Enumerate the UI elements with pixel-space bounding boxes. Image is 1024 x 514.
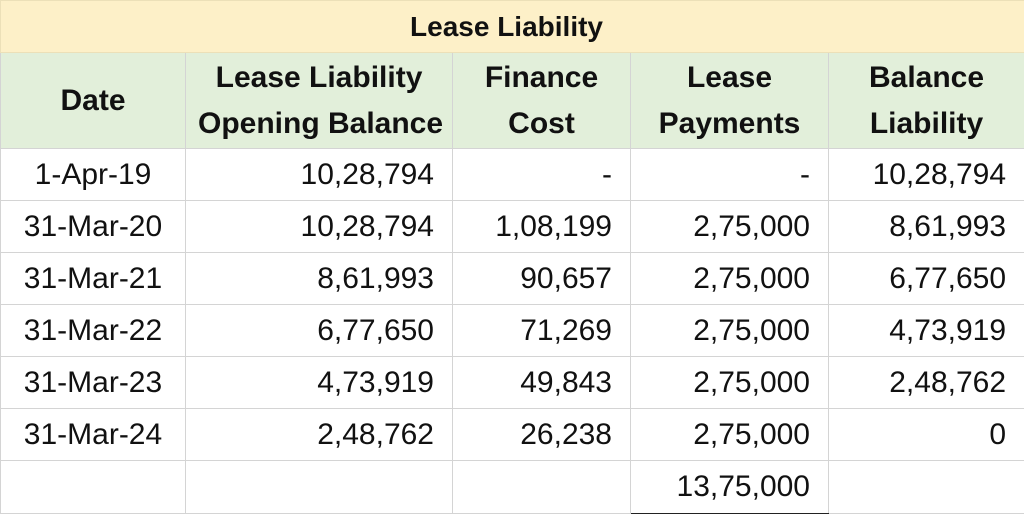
opening-balance-cell[interactable]: 6,77,650 (185, 304, 453, 357)
header-text: Liability (869, 106, 984, 140)
total-row: 13,75,000 (0, 460, 1024, 514)
lease-payments-cell[interactable]: 2,75,000 (630, 200, 829, 253)
header-row: Date Lease Liability Opening Balance Fina… (0, 52, 1024, 149)
opening-balance-cell[interactable]: 2,48,762 (185, 408, 453, 461)
header-text: Finance (484, 60, 599, 94)
opening-balance-cell[interactable]: 8,61,993 (185, 252, 453, 305)
balance-liability-cell[interactable]: 2,48,762 (827, 356, 1024, 409)
date-cell[interactable]: 31-Mar-23 (0, 356, 186, 409)
lease-payments-cell[interactable]: - (630, 148, 829, 201)
header-opening-balance[interactable]: Lease Liability Opening Balance (185, 52, 453, 149)
balance-liability-cell[interactable]: 10,28,794 (827, 148, 1024, 201)
table-title[interactable]: Lease Liability (0, 0, 1024, 53)
lease-payments-cell[interactable]: 2,75,000 (630, 252, 829, 305)
table-row: 31-Mar-20 10,28,794 1,08,199 2,75,000 8,61,9… (0, 200, 1024, 253)
finance-cost-cell[interactable]: 1,08,199 (452, 200, 631, 253)
header-text: Lease (686, 60, 773, 94)
header-text: Balance (868, 60, 985, 94)
date-cell[interactable]: 31-Mar-24 (0, 408, 186, 461)
table-row: 1-Apr-19 10,28,794- -10,28,794 (0, 148, 1024, 201)
title-row: Lease Liability (0, 0, 1024, 53)
table-row: 31-Mar-23 4,73,919 49,843 2,75,000 2,48,762 (0, 356, 1024, 409)
balance-liability-cell[interactable]: 4,73,919 (827, 304, 1024, 357)
lease-payments-cell[interactable]: 2,75,000 (630, 408, 829, 461)
empty-cell[interactable] (827, 460, 1024, 514)
finance-cost-cell[interactable]: 71,269 (452, 304, 631, 357)
finance-cost-cell[interactable]: 26,238 (452, 408, 631, 461)
opening-balance-cell[interactable]: 10,28,794 (185, 200, 453, 253)
table-row: 31-Mar-22 6,77,650 71,269 2,75,000 4,73,919 (0, 304, 1024, 357)
empty-cell[interactable] (452, 460, 631, 514)
lease-payments-cell[interactable]: 2,75,000 (630, 304, 829, 357)
header-date[interactable]: Date (0, 52, 186, 149)
empty-cell[interactable] (185, 460, 453, 514)
finance-cost-cell[interactable]: - (452, 148, 631, 201)
balance-liability-cell[interactable]: 8,61,993 (827, 200, 1024, 253)
header-text: Date (60, 83, 126, 117)
date-cell[interactable]: 1-Apr-19 (0, 148, 186, 201)
date-cell[interactable]: 31-Mar-20 (0, 200, 186, 253)
balance-liability-cell[interactable]: 0 (827, 408, 1024, 461)
table-row: 31-Mar-24 2,48,762 26,238 2,75,000 0 (0, 408, 1024, 461)
date-cell[interactable]: 31-Mar-22 (0, 304, 186, 357)
finance-cost-cell[interactable]: 90,657 (452, 252, 631, 305)
header-text: Opening Balance (198, 106, 444, 140)
header-text: Payments (658, 106, 801, 140)
header-text: Cost (508, 106, 575, 140)
table-row: 31-Mar-21 8,61,993 90,657 2,75,000 6,77,650 (0, 252, 1024, 305)
header-text: Lease Liability (215, 60, 423, 94)
lease-payments-cell[interactable]: 2,75,000 (630, 356, 829, 409)
empty-cell[interactable] (0, 460, 186, 514)
header-lease-payments[interactable]: Lease Payments (630, 52, 829, 149)
finance-cost-cell[interactable]: 49,843 (452, 356, 631, 409)
balance-liability-cell[interactable]: 6,77,650 (827, 252, 1024, 305)
total-lease-payments-cell[interactable]: 13,75,000 (630, 460, 829, 514)
header-balance-liability[interactable]: Balance Liability (827, 52, 1024, 149)
date-cell[interactable]: 31-Mar-21 (0, 252, 186, 305)
opening-balance-cell[interactable]: 4,73,919 (185, 356, 453, 409)
header-finance-cost[interactable]: Finance Cost (452, 52, 631, 149)
opening-balance-cell[interactable]: 10,28,794 (185, 148, 453, 201)
